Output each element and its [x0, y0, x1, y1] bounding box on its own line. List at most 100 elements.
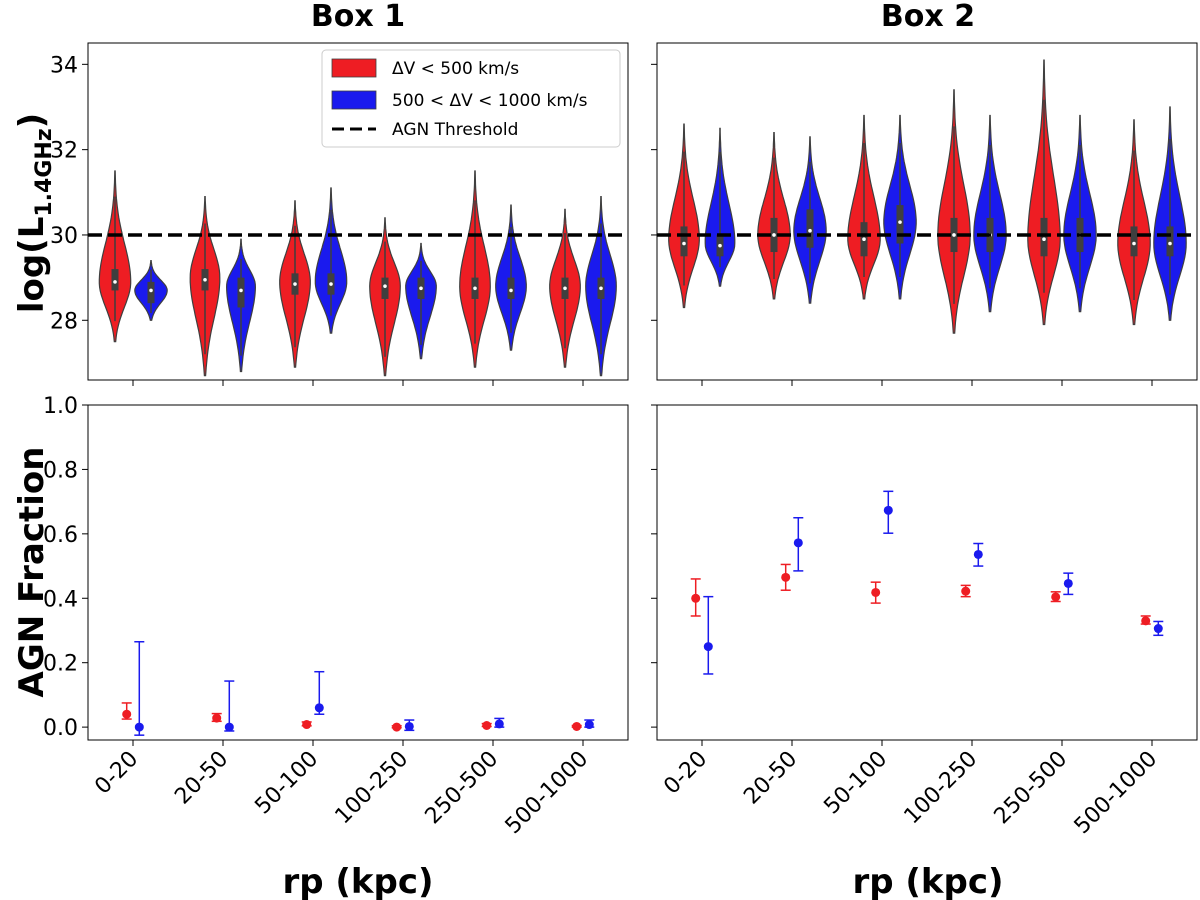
data-point-red	[572, 721, 582, 731]
xtick-label: 500-1000	[501, 747, 594, 840]
bottom-axes-frame-box1	[87, 404, 629, 741]
top-ytick-label: 32	[50, 139, 78, 164]
data-point-red	[1141, 616, 1151, 626]
violin-iqr-box-blue	[147, 281, 155, 304]
xtick-label: 0-20	[90, 747, 143, 800]
violin-iqr-box-blue	[237, 277, 245, 308]
data-point-blue	[793, 538, 803, 548]
top-ylabel-close: )	[12, 113, 52, 129]
data-point-blue	[883, 505, 893, 515]
xtick-label: 100-250	[900, 747, 983, 830]
violin-median-blue	[898, 220, 902, 224]
violin-median-red	[113, 280, 117, 284]
data-point-red	[871, 587, 881, 597]
legend: ΔV < 500 km/s 500 < ΔV < 1000 km/s AGN T…	[321, 49, 621, 148]
data-point-blue	[1153, 624, 1163, 634]
data-point-red	[961, 586, 971, 596]
data-point-blue	[494, 719, 504, 729]
data-point-blue	[404, 721, 414, 731]
violin-median-blue	[239, 288, 243, 293]
data-point-red	[781, 572, 791, 582]
data-point-blue	[314, 703, 324, 713]
legend-swatch-blue	[331, 90, 377, 110]
violin-median-red	[772, 233, 776, 237]
violin-iqr-box-red	[1130, 226, 1138, 257]
violin-median-red	[682, 241, 686, 246]
top-ytick-label: 34	[50, 53, 78, 78]
violin-median-red	[293, 282, 297, 286]
data-point-red	[392, 722, 402, 732]
bottom-ytick-label: 0.0	[43, 716, 78, 741]
top-axes-frame-box2	[656, 42, 1198, 381]
xtick-label: 250-500	[990, 747, 1073, 830]
data-point-red	[212, 713, 222, 723]
bottom-ytick-label: 0.2	[43, 652, 78, 677]
data-point-red	[122, 709, 132, 719]
bottom-ytick-label: 0.4	[43, 587, 78, 612]
violin-median-red	[1132, 241, 1136, 246]
legend-frame	[321, 49, 621, 148]
legend-label-red: ΔV < 500 km/s	[392, 59, 519, 79]
violin-iqr-box-blue	[806, 209, 814, 248]
data-point-red	[1051, 592, 1061, 602]
plot-area: 28 30 32 34 0.0 0.2 0.4 0.6 0.8 1.0 0-20 20-50 50-10…	[43, 42, 1198, 840]
top-ylabel-main: log(L	[12, 217, 52, 314]
xlabel-box1: rp (kpc)	[282, 862, 433, 900]
data-point-red	[691, 593, 701, 603]
violin-iqr-box-red	[381, 277, 389, 299]
xtick-label: 0-20	[659, 747, 712, 800]
xtick-label: 20-50	[739, 747, 802, 810]
panel-title-box1: Box 1	[311, 0, 405, 34]
data-point-blue	[973, 549, 983, 559]
top-ytick-label: 30	[50, 224, 78, 249]
bottom-ytick-label: 1.0	[43, 394, 78, 419]
data-point-red	[302, 720, 312, 730]
data-point-red	[482, 721, 492, 731]
violin-median-blue	[808, 228, 812, 233]
data-point-blue	[134, 722, 144, 732]
top-ylabel-sub: 1.4GHz	[32, 128, 57, 216]
legend-swatch-red	[331, 58, 377, 78]
bottom-axes-frame-box2	[656, 404, 1198, 741]
xtick-label: 50-100	[250, 747, 323, 820]
panel-title-box2: Box 2	[881, 0, 975, 34]
violin-median-red	[473, 286, 477, 291]
data-point-blue	[1063, 578, 1073, 588]
violin-median-red	[563, 286, 567, 291]
violin-iqr-box-blue	[507, 277, 515, 299]
violin-median-red	[383, 284, 387, 288]
violin-median-blue	[599, 286, 603, 291]
bottom-ytick-label: 0.8	[43, 458, 78, 483]
top-axes-frame-box1	[87, 42, 629, 381]
xtick-label: 50-100	[819, 747, 892, 820]
data-point-blue	[224, 722, 234, 732]
bottom-ytick-label: 0.6	[43, 523, 78, 548]
violin-median-blue	[509, 288, 513, 293]
legend-label-threshold: AGN Threshold	[392, 120, 518, 140]
violin-median-red	[862, 237, 866, 242]
violin-median-red	[203, 277, 207, 282]
data-point-blue	[703, 642, 713, 652]
xtick-label: 20-50	[170, 747, 233, 810]
violin-iqr-box-red	[1040, 217, 1048, 257]
violin-median-red	[952, 233, 956, 237]
xtick-label: 500-1000	[1070, 747, 1163, 840]
violin-median-blue	[419, 286, 423, 291]
violin-median-blue	[1168, 241, 1172, 246]
violin-iqr-box-red	[111, 269, 119, 291]
violin-median-blue	[329, 282, 333, 286]
bottom-ylabel: AGN Fraction	[12, 447, 52, 698]
top-ytick-label: 28	[50, 309, 78, 334]
xlabel-box2: rp (kpc)	[852, 862, 1003, 900]
xtick-label: 100-250	[331, 747, 414, 830]
data-point-blue	[584, 720, 594, 730]
violin-iqr-box-blue	[896, 205, 904, 244]
violin-median-blue	[718, 243, 722, 248]
legend-label-blue: 500 < ΔV < 1000 km/s	[392, 91, 588, 111]
top-ylabel: log(L1.4GHz)	[12, 113, 57, 313]
violin-iqr-box-blue	[1166, 226, 1174, 257]
violin-median-red	[1042, 237, 1046, 242]
xtick-label: 250-500	[421, 747, 504, 830]
violin-median-blue	[149, 288, 153, 293]
